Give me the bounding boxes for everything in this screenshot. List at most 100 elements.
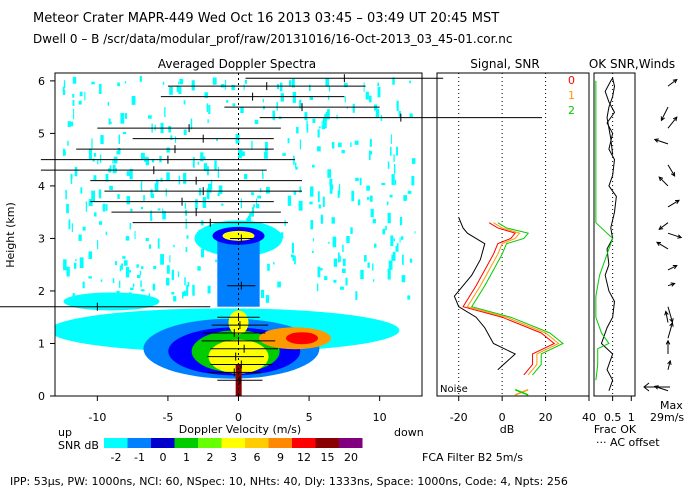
- speckle: [346, 235, 350, 244]
- speckle: [117, 194, 120, 199]
- speckle: [396, 100, 399, 112]
- wind-arrow-head: [672, 265, 678, 270]
- wind-arrow: [667, 265, 678, 271]
- speckle: [192, 284, 195, 296]
- colorbar-swatch: [268, 438, 292, 448]
- wind-arrow-head: [670, 171, 676, 177]
- speckle: [109, 185, 113, 190]
- speckle: [325, 78, 330, 87]
- speckle: [343, 83, 348, 88]
- colorbar-level-label: 20: [344, 451, 358, 464]
- frac-series-snr_ok: [595, 80, 614, 381]
- speckle: [368, 150, 371, 161]
- x-tick-label: -5: [162, 411, 173, 424]
- speckle: [396, 146, 399, 156]
- speckle: [391, 174, 395, 185]
- speckle: [389, 194, 393, 198]
- speckle: [62, 86, 65, 92]
- down-label: down: [394, 426, 424, 439]
- wind-arrow-head: [677, 234, 683, 239]
- wind-arrow: [667, 306, 673, 323]
- speckle: [208, 104, 211, 114]
- speckle: [93, 212, 97, 217]
- speckle: [119, 280, 121, 288]
- speckle: [184, 277, 186, 286]
- speckle: [327, 169, 332, 178]
- speckle: [251, 192, 255, 196]
- speckle: [217, 166, 219, 178]
- speckle: [331, 141, 335, 149]
- speckle: [176, 85, 180, 92]
- speckle: [162, 211, 166, 220]
- speckle: [325, 111, 329, 120]
- speckle: [331, 217, 335, 224]
- speckle: [140, 206, 143, 210]
- speckle: [150, 193, 155, 198]
- signal-x-tick-label: -20: [450, 411, 468, 424]
- colorbar-level-label: 0: [160, 451, 167, 464]
- speckle: [85, 201, 88, 212]
- speckle: [78, 100, 82, 105]
- speckle: [125, 113, 128, 119]
- speckle: [136, 274, 141, 279]
- signal-series-2: [470, 222, 564, 376]
- speckle: [195, 199, 198, 210]
- speckle: [287, 195, 292, 206]
- speckle: [367, 262, 370, 268]
- speckle: [109, 165, 112, 173]
- speckle: [63, 259, 67, 271]
- speckle: [70, 121, 74, 127]
- speckle: [93, 153, 97, 157]
- speckle: [257, 195, 262, 199]
- wind-arrow-head: [670, 282, 676, 287]
- y-tick-label: 2: [38, 285, 45, 298]
- wind-arrow: [656, 241, 669, 250]
- speckle: [164, 107, 166, 118]
- speckle: [277, 281, 281, 288]
- speckle: [200, 248, 204, 258]
- speckle: [272, 110, 275, 120]
- speckle: [264, 151, 268, 159]
- speckle: [295, 162, 297, 168]
- speckle: [67, 121, 71, 127]
- speckle: [88, 251, 93, 259]
- colorbar-level-label: 12: [297, 451, 311, 464]
- speckle: [291, 78, 295, 88]
- signal-x-tick-label: 20: [539, 411, 553, 424]
- speckle: [226, 99, 229, 103]
- speckle: [399, 216, 403, 226]
- speckle: [288, 80, 292, 86]
- speckle: [260, 289, 265, 298]
- colorbar-swatch: [174, 438, 198, 448]
- speckle: [207, 166, 209, 176]
- speckle: [148, 244, 152, 249]
- speckle: [145, 237, 149, 242]
- speckle: [112, 164, 116, 174]
- wind-arrow-head: [656, 241, 662, 246]
- speckle: [125, 236, 130, 241]
- speckle: [402, 254, 404, 265]
- colorbar-label: SNR dB: [58, 439, 99, 452]
- speckle: [262, 173, 264, 179]
- speckle: [290, 254, 293, 258]
- speckle: [88, 148, 92, 160]
- speckle: [239, 149, 243, 155]
- speckle: [72, 93, 75, 98]
- speckle: [318, 204, 321, 209]
- speckle: [352, 103, 355, 113]
- speckle: [350, 142, 352, 147]
- speckle: [262, 98, 264, 103]
- speckle: [381, 182, 386, 186]
- speckle: [329, 178, 333, 186]
- speckle: [201, 156, 206, 160]
- speckle: [88, 276, 92, 279]
- speckle: [62, 90, 66, 95]
- speckle: [79, 91, 83, 97]
- speckle: [120, 112, 125, 124]
- speckle: [345, 277, 348, 286]
- colorbar-swatch: [245, 438, 269, 448]
- speckle: [240, 198, 242, 209]
- speckle: [202, 197, 207, 208]
- speckle: [329, 184, 333, 194]
